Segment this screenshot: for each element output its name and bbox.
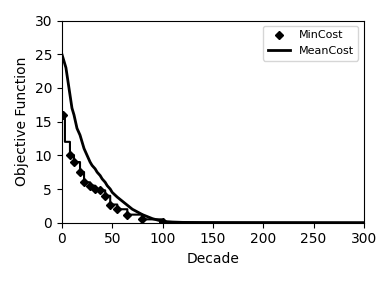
MinCost	[140, 218, 145, 221]
MinCost	[103, 194, 107, 198]
MeanCost	[98, 174, 102, 177]
MinCost	[125, 213, 130, 216]
MinCost	[98, 189, 102, 192]
Line: MinCost: MinCost	[60, 112, 165, 225]
MeanCost	[130, 208, 135, 211]
MeanCost	[80, 140, 84, 144]
MeanCost	[361, 221, 366, 225]
Y-axis label: Objective Function: Objective Function	[15, 57, 29, 186]
MeanCost	[82, 147, 86, 150]
MinCost	[78, 171, 82, 174]
MinCost	[160, 221, 165, 224]
MeanCost	[93, 167, 98, 171]
MinCost	[82, 181, 86, 184]
MeanCost	[95, 171, 100, 174]
MeanCost	[70, 106, 74, 110]
MeanCost	[60, 53, 64, 56]
MeanCost	[72, 113, 76, 117]
MeanCost	[261, 221, 265, 224]
MeanCost	[90, 164, 94, 167]
MeanCost	[67, 93, 72, 96]
MinCost	[60, 113, 65, 117]
MinCost	[93, 187, 98, 191]
MeanCost	[100, 177, 105, 181]
Legend: MinCost, MeanCost: MinCost, MeanCost	[263, 26, 358, 60]
MinCost	[108, 203, 113, 206]
MeanCost	[62, 59, 66, 63]
MeanCost	[65, 80, 70, 83]
MeanCost	[150, 217, 155, 220]
X-axis label: Decade: Decade	[187, 252, 240, 266]
MeanCost	[88, 160, 93, 164]
MeanCost	[103, 181, 107, 184]
MinCost	[67, 154, 72, 157]
MeanCost	[200, 221, 205, 224]
Line: MeanCost: MeanCost	[62, 54, 364, 223]
MeanCost	[74, 127, 79, 130]
MinCost	[115, 208, 120, 211]
MeanCost	[125, 203, 130, 207]
MeanCost	[170, 220, 175, 224]
MinCost	[88, 184, 93, 187]
MeanCost	[115, 195, 120, 199]
MeanCost	[221, 221, 225, 224]
MeanCost	[135, 210, 140, 214]
MeanCost	[64, 66, 68, 69]
MeanCost	[155, 218, 160, 222]
MeanCost	[180, 221, 185, 224]
MeanCost	[105, 184, 109, 187]
MeanCost	[85, 154, 89, 157]
MeanCost	[140, 213, 145, 216]
MeanCost	[108, 187, 113, 191]
MeanCost	[110, 191, 114, 194]
MeanCost	[78, 133, 82, 137]
MinCost	[72, 160, 76, 164]
MeanCost	[145, 215, 150, 218]
MeanCost	[160, 220, 165, 223]
MeanCost	[120, 200, 125, 203]
